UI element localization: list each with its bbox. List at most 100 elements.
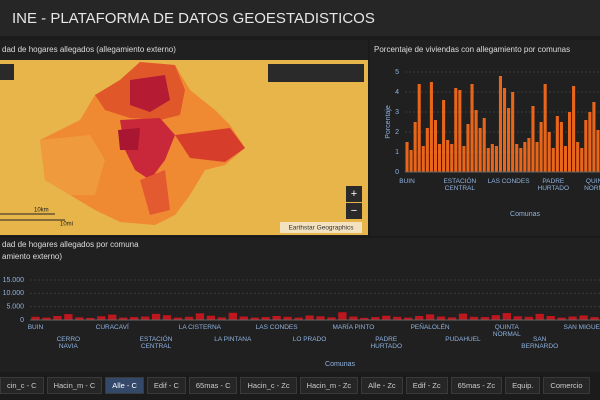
bar: [469, 316, 479, 320]
bar: [519, 148, 523, 172]
bar: [283, 316, 292, 320]
bar: [305, 315, 314, 320]
tab[interactable]: cin_c - C: [0, 377, 44, 394]
bar: [371, 317, 380, 320]
bar: [559, 122, 563, 172]
x-axis-label: Comunas: [510, 211, 540, 218]
x-tick-label: MARÍA PINTO: [332, 324, 375, 331]
y-tick-label: 4: [395, 89, 399, 96]
map: [0, 60, 368, 235]
zoom-out[interactable]: −: [351, 205, 357, 217]
tab[interactable]: Alle - Zc: [361, 377, 403, 394]
tab[interactable]: Edif - C: [146, 377, 186, 394]
x-tick-label: LAS CONDES: [487, 178, 530, 185]
chart-title: Porcentaje de viviendas con allegamiento…: [374, 45, 570, 54]
bar: [327, 317, 336, 320]
bar: [524, 316, 533, 320]
bar: [588, 112, 592, 172]
tab-bar: cin_c - C Hacin_m - C Alle - C Edif - C 65ma…: [0, 375, 593, 394]
bar: [86, 317, 95, 320]
y-tick-label: 0: [20, 317, 24, 324]
x-axis-label: Comunas: [325, 361, 355, 368]
bar: [382, 315, 391, 320]
bar: [596, 130, 600, 172]
bar: [535, 313, 544, 320]
bar: [584, 120, 588, 172]
tab[interactable]: Hacin_c - Zc: [240, 377, 297, 394]
bar: [119, 317, 128, 320]
y-tick-label: 5.000: [6, 304, 24, 311]
map-attribution: Earthstar Geographics: [288, 225, 354, 232]
bar: [349, 316, 358, 320]
zoom-in[interactable]: +: [351, 188, 357, 200]
bar: [579, 315, 588, 320]
bar: [184, 316, 194, 320]
bar: [316, 316, 325, 320]
map-title: dad de hogares allegados (allegamiento e…: [2, 45, 176, 54]
bar: [413, 122, 417, 172]
x-tick-label: BUIN: [399, 178, 415, 185]
bar: [447, 317, 457, 320]
x-tick-label: LA CISTERNA: [178, 324, 222, 331]
bar: [592, 102, 596, 172]
x-tick-label: PADRE HURTADO: [537, 178, 570, 192]
bar: [555, 116, 559, 172]
tab[interactable]: Equip.: [505, 377, 541, 394]
bar: [228, 312, 237, 320]
bar: [195, 313, 205, 320]
tab[interactable]: 65mas - C: [188, 377, 238, 394]
bar: [108, 314, 117, 320]
bar: [42, 317, 51, 320]
bar: [53, 316, 62, 320]
y-tick-label: 3: [395, 109, 399, 116]
y-tick-label: 1: [395, 149, 399, 156]
tab[interactable]: Hacin_m - Zc: [299, 377, 359, 394]
y-tick-label: 10.000: [3, 290, 25, 297]
x-tick-label: CERRO NAVIA: [56, 336, 81, 350]
bar: [458, 90, 462, 172]
bar: [494, 146, 498, 172]
bar: [502, 313, 511, 320]
bar: [572, 86, 576, 172]
bar: [446, 140, 450, 172]
bar: [425, 314, 435, 320]
bar: [567, 112, 572, 172]
tab[interactable]: Alle - C: [105, 377, 144, 394]
bar: [97, 316, 106, 320]
bar: [429, 82, 433, 172]
chart-title: dad de hogares allegados por comuna: [2, 240, 139, 249]
bar: [482, 118, 486, 172]
bar: [511, 92, 515, 172]
tab[interactable]: Edif - Zc: [405, 377, 448, 394]
header-title: INE - PLATAFORMA DE DATOS GEOESTADISTICO…: [12, 10, 375, 27]
scale-mi: 10mi: [60, 222, 73, 228]
bar: [261, 317, 270, 320]
bar: [405, 142, 409, 172]
bar: [491, 315, 501, 320]
bar: [417, 84, 421, 172]
tab[interactable]: Comercio: [543, 377, 590, 394]
x-tick-label: LA PINTANA: [214, 336, 252, 343]
chart-subtitle: amiento externo): [2, 252, 62, 261]
bar: [498, 76, 503, 172]
bar: [547, 132, 551, 172]
bar: [580, 148, 584, 172]
x-tick-label: PUDAHUEL: [445, 336, 481, 343]
bar: [543, 84, 547, 172]
y-tick-label: 15.000: [3, 277, 25, 284]
bar: [563, 146, 568, 172]
y-tick-label: 0: [395, 169, 399, 176]
x-tick-label: LO PRADO: [292, 336, 327, 343]
x-tick-label: SAN MIGUEL: [563, 324, 600, 331]
bar: [474, 110, 478, 172]
tab[interactable]: 65mas - Zc: [450, 377, 503, 394]
bar: [480, 317, 490, 320]
tab[interactable]: Hacin_m - C: [46, 377, 103, 394]
bar: [527, 138, 531, 172]
bar: [294, 317, 303, 320]
header-bar: [0, 0, 600, 36]
bar: [576, 142, 580, 172]
bar: [546, 316, 555, 320]
